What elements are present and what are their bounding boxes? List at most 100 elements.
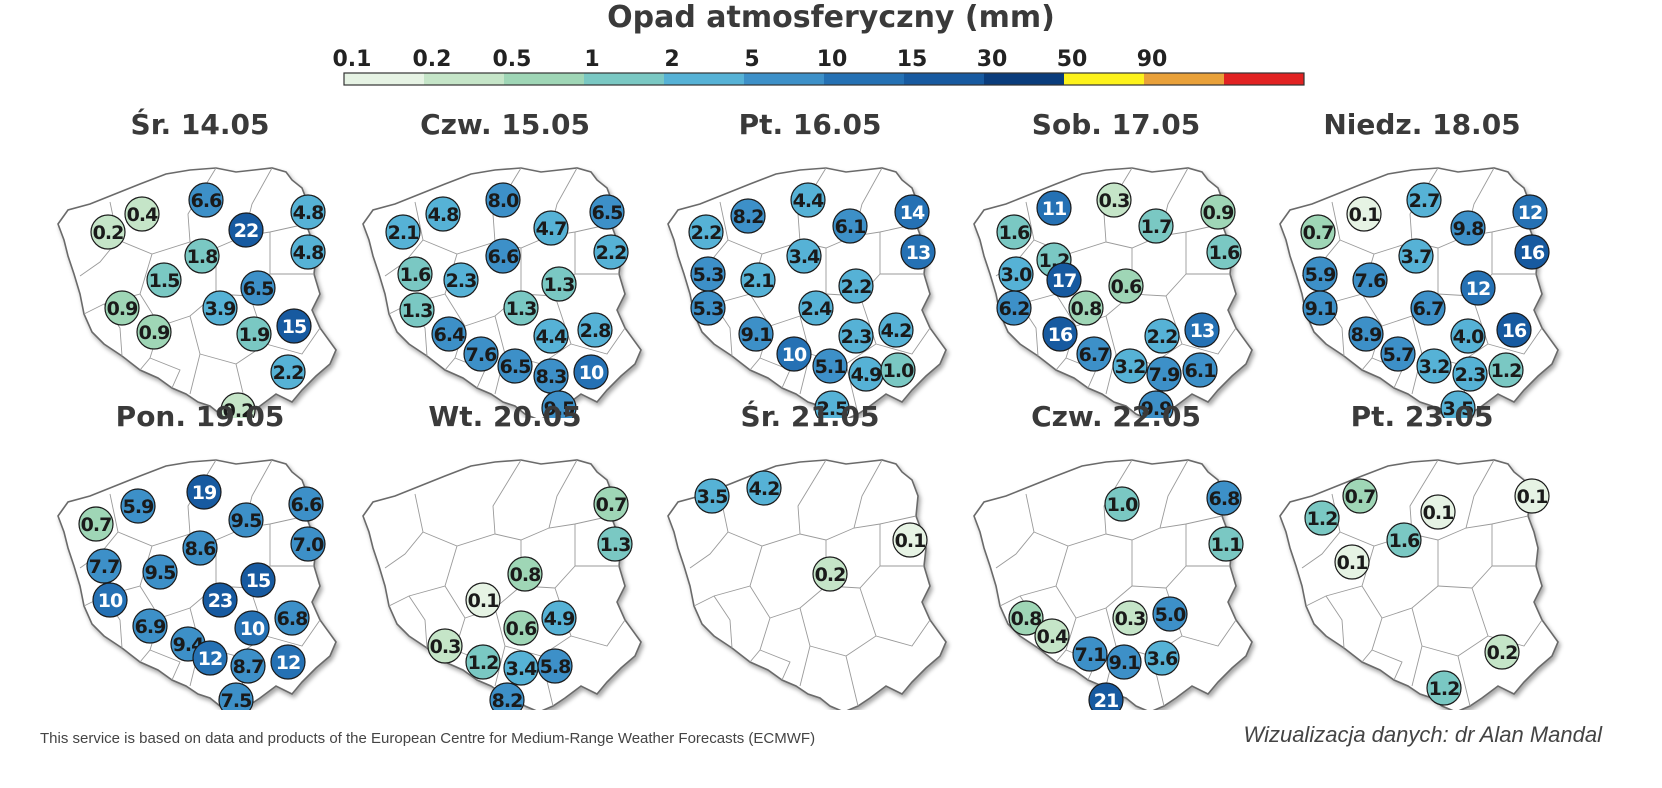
- precipitation-bubble: 4.4: [533, 318, 569, 354]
- precipitation-bubble: 4.9: [541, 600, 577, 636]
- precipitation-bubble: 9.9: [1138, 390, 1174, 418]
- precipitation-bubble: 21: [1088, 682, 1124, 710]
- region-border: [825, 524, 881, 589]
- legend-color-segment: [744, 73, 824, 85]
- region-border: [1181, 619, 1237, 647]
- precipitation-value: 4.8: [293, 202, 324, 224]
- precipitation-value: 8.3: [536, 366, 567, 388]
- precipitation-value: 16: [1520, 242, 1545, 264]
- region-border: [713, 595, 733, 649]
- precipitation-value: 8.9: [1351, 324, 1382, 346]
- precipitation-bubble: 0.9: [104, 290, 140, 326]
- color-scale-legend: 0.1 0.2 0.5 1 2 5 10 15 30 50 90: [333, 47, 1305, 86]
- precipitation-value: 10: [579, 362, 604, 384]
- legend-color-segment: [1144, 73, 1224, 85]
- region-border: [1159, 459, 1189, 529]
- precipitation-value: 1.6: [400, 264, 431, 286]
- legend-color-segment: [424, 73, 504, 85]
- precipitation-value: 6.2: [999, 298, 1030, 320]
- precipitation-bubble: 2.5: [814, 390, 850, 418]
- precipitation-value: 0.1: [1423, 502, 1454, 524]
- precipitation-value: 12: [198, 648, 222, 670]
- precipitation-value: 3.5: [697, 486, 728, 508]
- precipitation-bubble: 0.7: [1342, 478, 1378, 514]
- precipitation-bubble: 1.3: [541, 266, 577, 302]
- precipitation-value: 2.2: [841, 276, 872, 298]
- precipitation-bubble: 2.2: [688, 214, 724, 250]
- precipitation-bubble: 6.1: [832, 208, 868, 244]
- region-border: [265, 619, 321, 647]
- precipitation-bubble: 13: [900, 234, 936, 270]
- precipitation-bubble: 23: [202, 582, 238, 618]
- precipitation-bubble: 2.7: [1406, 182, 1442, 218]
- precipitation-value: 2.4: [801, 298, 832, 320]
- precipitation-value: 2.3: [841, 326, 872, 348]
- precipitation-bubble: 2.3: [443, 262, 479, 298]
- precipitation-bubble: 17: [1046, 262, 1082, 298]
- precipitation-bubble: 8.2: [489, 682, 525, 710]
- precipitation-value: 1.0: [1107, 494, 1138, 516]
- precipitation-value: 23: [208, 590, 232, 612]
- precipitation-value: 6.1: [835, 216, 866, 238]
- precipitation-bubble: 4.8: [425, 196, 461, 232]
- precipitation-bubble: 1.3: [399, 292, 435, 328]
- precipitation-bubble: 0.7: [1300, 214, 1336, 250]
- precipitation-value: 1.6: [999, 222, 1030, 244]
- poland-map: 3.5 4.2 0.1 0.2: [667, 459, 947, 710]
- precipitation-bubble: 4.0: [1450, 318, 1486, 354]
- country-outline: [667, 459, 947, 710]
- precipitation-value: 6.8: [1209, 488, 1240, 510]
- precipitation-bubble: 0.2: [1484, 634, 1520, 670]
- precipitation-bubble: 12: [1460, 270, 1496, 306]
- precipitation-value: 3.9: [205, 298, 236, 320]
- precipitation-value: 2.3: [1455, 364, 1486, 386]
- precipitation-value: 0.8: [510, 564, 541, 586]
- precipitation-value: 8.7: [233, 656, 264, 678]
- region-border: [759, 649, 791, 681]
- precipitation-bubble: 15: [240, 562, 276, 598]
- region-border: [853, 459, 883, 529]
- poland-map: 1.0 6.8 1.1 0.80.4 0.3 5.0 7.1 9.1 3.6 21: [973, 459, 1253, 710]
- precipitation-bubble: 0.3: [427, 628, 463, 664]
- precipitation-bubble: 0.6: [1108, 268, 1144, 304]
- legend-color-segment: [984, 73, 1064, 85]
- precipitation-bubble: 10: [234, 610, 270, 646]
- precipitation-bubble: 0.9: [136, 314, 172, 350]
- precipitation-bubble: 5.9: [1302, 256, 1338, 292]
- precipitation-bubble: 0.1: [1514, 478, 1550, 514]
- precipitation-value: 3.5: [1443, 398, 1474, 418]
- precipitation-bubble: 2.1: [385, 214, 421, 250]
- precipitation-value: 5.3: [693, 264, 724, 286]
- precipitation-value: 19: [192, 482, 216, 504]
- daily-map-panel: 0.7 1.3 0.8 0.1 0.6 4.9 0.3 1.2 3.4 5.8 8.2 Wt. 20.…: [345, 400, 665, 710]
- poland-map: 11 0.31.6 1.70.91.61.23.0 17 0.60.86.216 2.2 1…: [973, 167, 1253, 418]
- precipitation-value: 4.4: [793, 190, 824, 212]
- precipitation-value: 0.7: [596, 494, 627, 516]
- region-border: [1181, 327, 1237, 355]
- precipitation-bubble: 9.5: [142, 554, 178, 590]
- precipitation-value: 13: [1190, 320, 1214, 342]
- precipitation-value: 2.2: [273, 362, 304, 384]
- region-border: [1131, 524, 1187, 589]
- region-border: [149, 357, 181, 389]
- precipitation-value: 9.1: [1305, 298, 1336, 320]
- precipitation-bubble: 2.2: [593, 234, 629, 270]
- legend-color-segment: [1064, 73, 1144, 85]
- precipitation-value: 1.9: [239, 324, 270, 346]
- precipitation-value: 12: [1518, 202, 1542, 224]
- precipitation-bubble: 6.9: [132, 608, 168, 644]
- legend-color-segment: [904, 73, 984, 85]
- precipitation-value: 4.8: [293, 242, 324, 264]
- precipitation-value: 0.6: [1111, 276, 1142, 298]
- precipitation-bubble: 9.1: [738, 316, 774, 352]
- daily-map-panel: 0.1 2.7 0.7 9.8 12 16 5.9 7.6 3.7 12 9.1 6.7 8.9 4.0 1…: [1262, 108, 1582, 418]
- daily-map-panel: 0.7 1.2 0.1 0.1 1.6 0.1 0.2 1.2 Pt. 23.05: [1262, 400, 1582, 710]
- precipitation-bubble: 16: [1042, 316, 1078, 352]
- region-border: [1487, 327, 1543, 355]
- country-outline: [57, 167, 337, 418]
- legend-tick-label: 5: [744, 47, 759, 72]
- region-border: [1437, 524, 1493, 589]
- precipitation-bubble: 0.3: [1096, 182, 1132, 218]
- precipitation-value: 2.1: [388, 222, 419, 244]
- precipitation-value: 1.2: [468, 652, 499, 674]
